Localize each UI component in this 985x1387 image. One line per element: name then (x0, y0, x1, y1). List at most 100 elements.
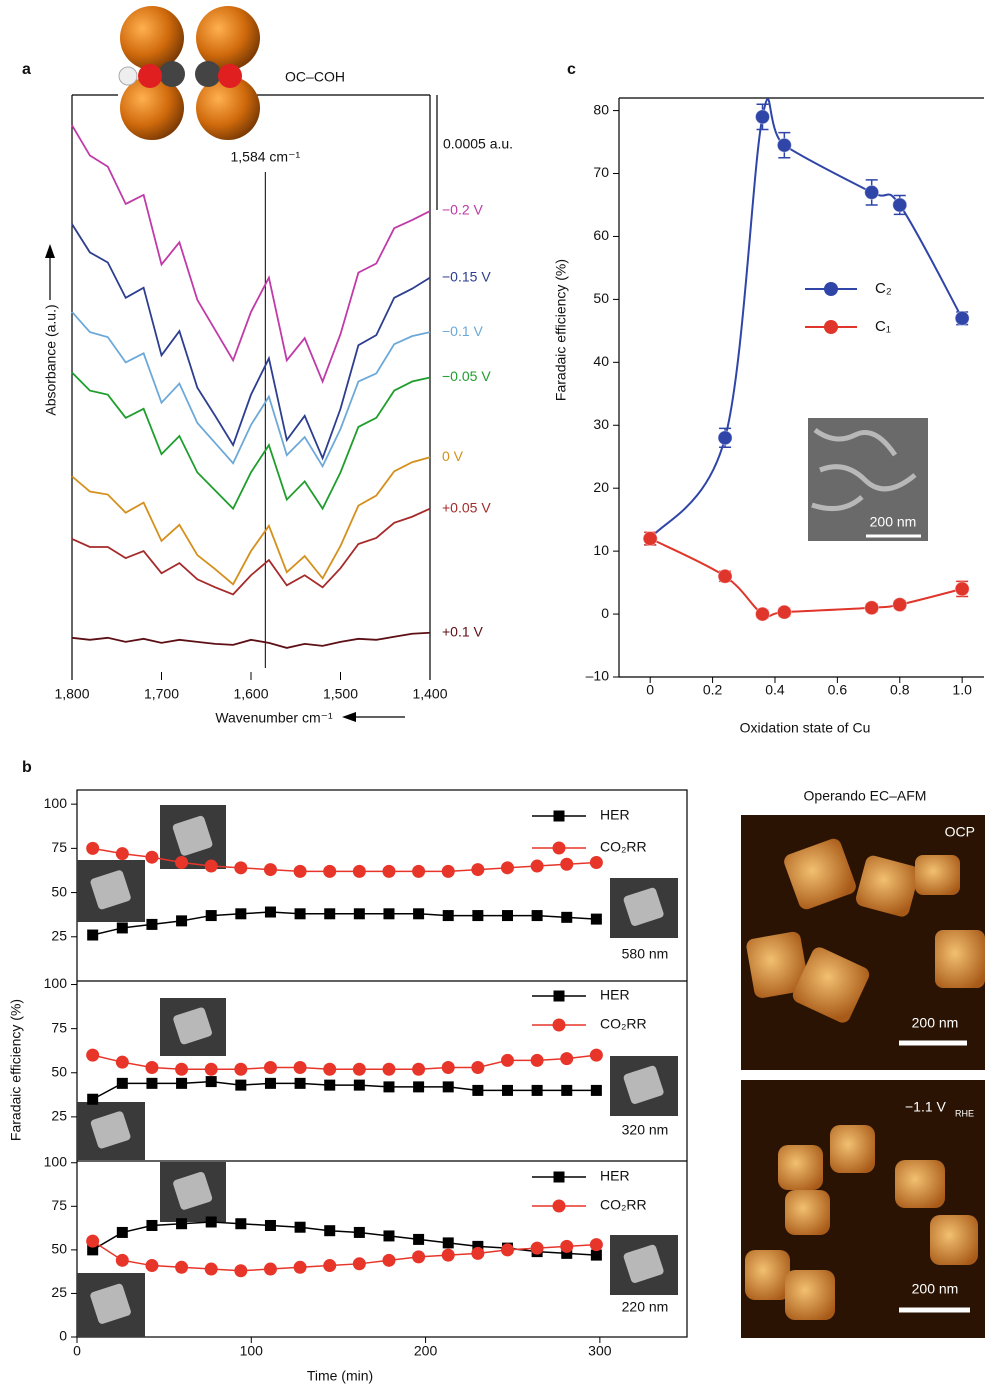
data-point (472, 910, 484, 922)
y-tick-label: 0 (601, 605, 609, 621)
afm-title: Operando EC–AFM (804, 788, 927, 804)
legend-label: −0.1 V (442, 323, 484, 339)
x-tick-label: 0 (73, 1343, 81, 1359)
data-point (382, 1062, 396, 1076)
data-point (892, 197, 908, 213)
data-point (87, 1093, 99, 1105)
fit-line (649, 537, 963, 618)
data-point (471, 1060, 485, 1074)
data-point (294, 1221, 306, 1233)
data-point (323, 1062, 337, 1076)
data-point (146, 1219, 158, 1231)
panel-label: a (22, 61, 31, 78)
data-point (205, 1076, 217, 1088)
legend-marker (552, 1199, 566, 1213)
series-line (71, 311, 431, 469)
y-axis-label: Absorbance (a.u.) (43, 304, 59, 415)
y-tick-label: 50 (51, 883, 67, 899)
x-tick-label: 1,500 (323, 686, 358, 702)
data-point (175, 1260, 189, 1274)
data-point (115, 1055, 129, 1069)
x-axis-label: Time (min) (307, 1368, 373, 1384)
data-point (116, 922, 128, 934)
data-point (204, 1262, 218, 1276)
x-axis-label: Wavenumber cm⁻¹ (215, 710, 333, 726)
data-point (234, 861, 248, 875)
data-point (263, 1060, 277, 1074)
x-tick-label: 100 (240, 1343, 264, 1359)
legend-label: CO₂RR (600, 1197, 647, 1213)
data-point (205, 1216, 217, 1228)
data-point (383, 1230, 395, 1242)
series-line (71, 507, 431, 596)
x-tick-label: 1.0 (952, 682, 972, 698)
data-point (353, 1226, 365, 1238)
inset-particle (90, 870, 131, 910)
x-tick-label: 1,600 (233, 686, 268, 702)
series-line (71, 124, 431, 384)
data-point (87, 1244, 99, 1256)
data-point (560, 1052, 574, 1066)
y-tick-label: 20 (593, 479, 609, 495)
scale-bar-label: 0.0005 a.u. (443, 136, 513, 152)
y-tick-label: 50 (51, 1241, 67, 1257)
legend-label: HER (600, 1168, 630, 1184)
data-point (324, 908, 336, 920)
legend-label: HER (600, 807, 630, 823)
y-tick-label: 10 (593, 542, 609, 558)
y-tick-label: 75 (51, 1019, 67, 1035)
legend-label: CO₂RR (600, 1016, 647, 1032)
data-point (590, 1084, 602, 1096)
data-point (590, 1249, 602, 1261)
data-point (560, 857, 574, 871)
series-line (71, 371, 431, 511)
data-point (776, 604, 792, 620)
data-point (323, 864, 337, 878)
data-point (352, 1257, 366, 1271)
legend-label: −0.2 V (442, 202, 484, 218)
inset-particle (173, 1171, 213, 1210)
y-tick-label: –10 (586, 668, 610, 684)
data-point (324, 1079, 336, 1091)
data-point (176, 1218, 188, 1230)
data-point (530, 859, 544, 873)
afm-scale-label: 200 nm (912, 1015, 959, 1031)
data-point (471, 863, 485, 877)
y-tick-label: 25 (51, 1108, 67, 1124)
legend-label: 0 V (442, 448, 464, 464)
data-point (352, 1062, 366, 1076)
y-tick-label: 25 (51, 927, 67, 943)
afm-panel: Operando EC–AFM OCP 200 nm −1.1 V RHE 20… (741, 788, 985, 1338)
data-point (413, 1233, 425, 1245)
series-line (71, 631, 431, 649)
y-tick-label: 100 (44, 795, 68, 811)
legend-label: C₁ (875, 318, 891, 335)
data-point (954, 310, 970, 326)
reference-label: 1,584 cm⁻¹ (230, 149, 300, 165)
series-line (92, 1221, 597, 1256)
inset-particle (173, 1007, 212, 1045)
legend-marker (553, 810, 565, 822)
data-point (441, 864, 455, 878)
data-point (412, 1250, 426, 1264)
data-point (954, 581, 970, 597)
legend-label: +0.1 V (442, 623, 484, 639)
inset-particle (623, 1244, 664, 1283)
data-point (472, 1240, 484, 1252)
data-point (176, 1077, 188, 1089)
data-point (382, 1253, 396, 1267)
data-point (145, 850, 159, 864)
data-point (234, 1062, 248, 1076)
x-tick-label: 300 (588, 1343, 612, 1359)
inset-particle (623, 1065, 664, 1104)
size-label: 320 nm (622, 1122, 669, 1138)
data-point (412, 864, 426, 878)
data-point (561, 1247, 573, 1259)
panel-label: b (22, 759, 32, 776)
y-tick-label: 100 (44, 975, 68, 991)
x-tick-label: 200 (414, 1343, 438, 1359)
data-point (531, 910, 543, 922)
data-point (530, 1241, 544, 1255)
data-point (175, 856, 189, 870)
